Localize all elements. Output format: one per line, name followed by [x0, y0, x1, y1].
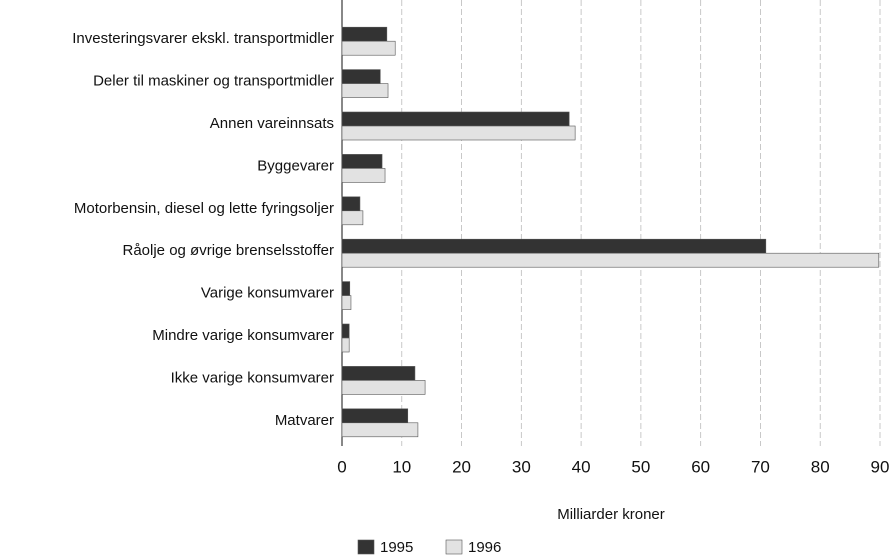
legend-swatch	[445, 539, 463, 555]
legend-swatch	[357, 539, 375, 555]
x-tick-label: 0	[337, 457, 346, 476]
bar	[341, 168, 386, 183]
y-tick-label: Varige konsumvarer	[201, 285, 334, 302]
legend-label: 1995	[380, 539, 413, 556]
bar	[341, 295, 352, 310]
y-tick-label: Investeringsvarer ekskl. transportmidler	[72, 30, 334, 47]
bar	[341, 154, 383, 169]
x-tick-label: 30	[512, 457, 531, 476]
x-tick-label: 10	[392, 457, 411, 476]
bar	[341, 323, 350, 339]
y-tick-label: Råolje og øvrige brenselsstoffer	[123, 242, 335, 259]
bar	[341, 366, 416, 381]
x-tick-label: 20	[452, 457, 471, 476]
y-tick-label: Mindre varige konsumvarer	[152, 327, 334, 344]
bar	[341, 83, 389, 98]
bar	[341, 210, 364, 226]
bar	[341, 111, 570, 127]
bar	[341, 252, 880, 268]
y-tick-label: Motorbensin, diesel og lette fyringsolje…	[74, 200, 334, 217]
y-tick-label: Deler til maskiner og transportmidler	[93, 73, 334, 90]
x-tick-label: 40	[572, 457, 591, 476]
x-tick-label: 90	[871, 457, 890, 476]
x-tick-label: 50	[631, 457, 650, 476]
bar	[341, 408, 409, 424]
bar	[341, 40, 396, 56]
bar	[341, 125, 576, 141]
bar	[341, 69, 381, 84]
bar	[341, 196, 361, 212]
y-tick-label: Byggevarer	[257, 157, 334, 174]
x-tick-label: 70	[751, 457, 770, 476]
y-tick-label: Matvarer	[275, 412, 334, 429]
x-tick-label: 60	[691, 457, 710, 476]
y-tick-label: Annen vareinnsats	[210, 115, 334, 132]
bar	[341, 380, 426, 395]
legend-label: 1996	[468, 539, 501, 556]
x-tick-label: 80	[811, 457, 830, 476]
bar	[341, 337, 350, 353]
bar	[341, 422, 419, 438]
bar	[341, 238, 767, 254]
bar	[341, 26, 388, 42]
y-tick-label: Ikke varige konsumvarer	[171, 369, 334, 386]
x-axis-label: Milliarder kroner	[557, 506, 665, 523]
bar	[341, 281, 351, 296]
